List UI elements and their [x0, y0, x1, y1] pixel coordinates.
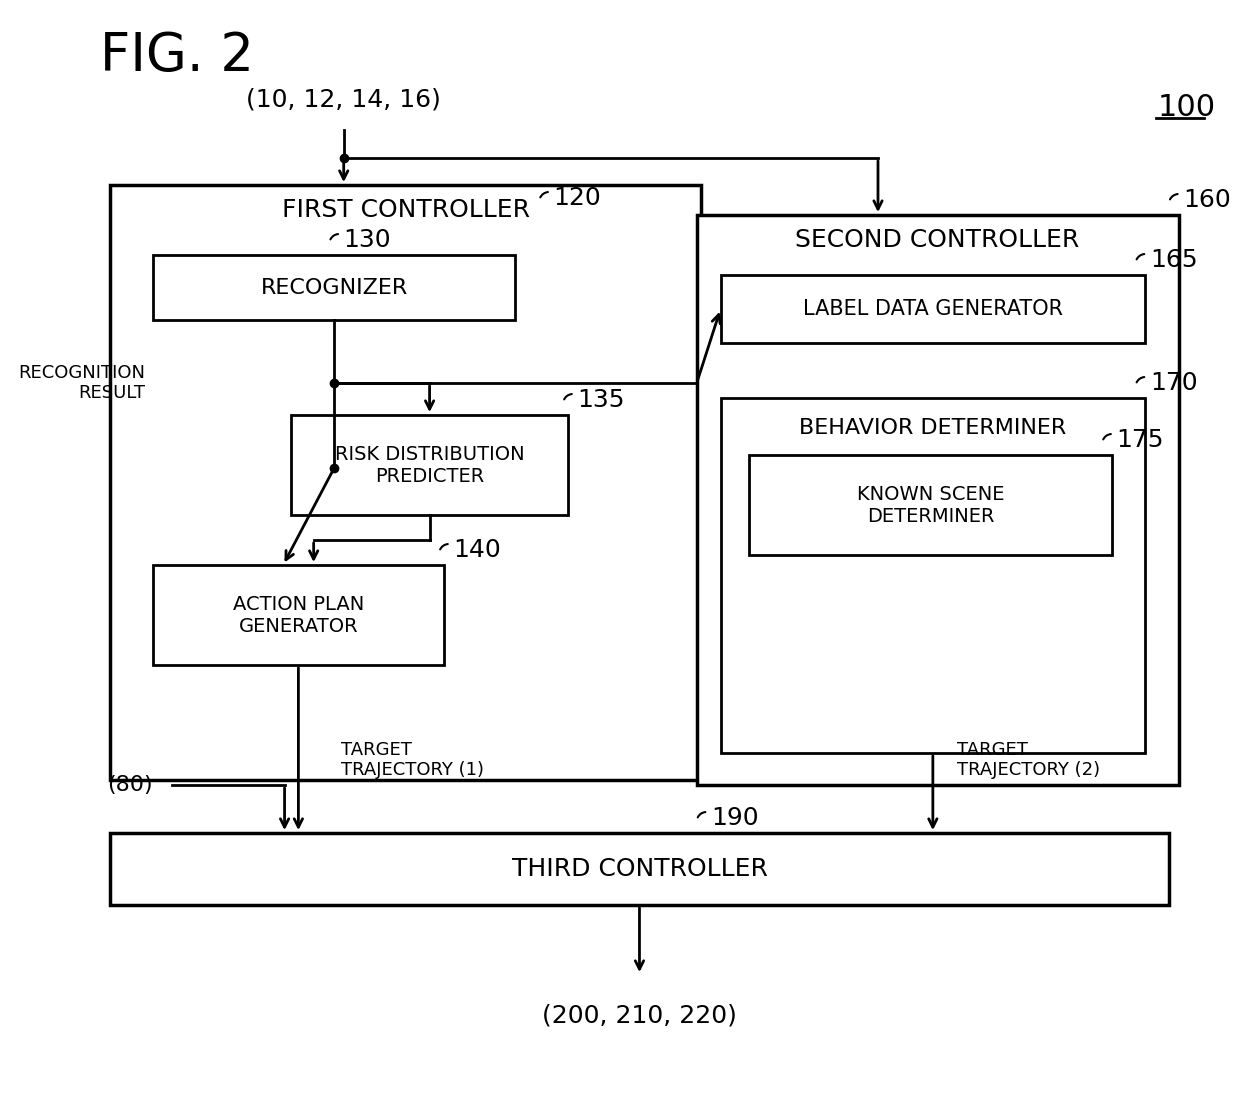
Text: 135: 135 [578, 388, 625, 412]
Text: BEHAVIOR DETERMINER: BEHAVIOR DETERMINER [800, 418, 1066, 438]
Text: TARGET
TRAJECTORY (1): TARGET TRAJECTORY (1) [341, 740, 485, 779]
Text: 175: 175 [1116, 428, 1164, 452]
Text: ACTION PLAN
GENERATOR: ACTION PLAN GENERATOR [233, 595, 365, 635]
Text: 170: 170 [1149, 371, 1198, 395]
FancyBboxPatch shape [720, 275, 1145, 343]
Text: RECOGNIZER: RECOGNIZER [260, 278, 408, 297]
Text: RISK DISTRIBUTION
PREDICTER: RISK DISTRIBUTION PREDICTER [335, 444, 525, 486]
FancyBboxPatch shape [720, 398, 1145, 753]
FancyBboxPatch shape [153, 255, 516, 320]
Text: (10, 12, 14, 16): (10, 12, 14, 16) [247, 88, 441, 112]
Text: 190: 190 [711, 806, 759, 830]
Text: 140: 140 [454, 538, 501, 562]
FancyBboxPatch shape [153, 565, 444, 665]
FancyBboxPatch shape [291, 415, 568, 514]
Text: 160: 160 [1183, 188, 1231, 212]
Text: 100: 100 [1157, 93, 1215, 123]
Text: 120: 120 [553, 186, 601, 210]
FancyBboxPatch shape [697, 215, 1178, 785]
FancyBboxPatch shape [749, 455, 1112, 555]
Text: RECOGNITION
RESULT: RECOGNITION RESULT [19, 363, 145, 403]
Text: TARGET
TRAJECTORY (2): TARGET TRAJECTORY (2) [957, 740, 1100, 779]
FancyBboxPatch shape [110, 185, 702, 780]
FancyBboxPatch shape [110, 833, 1169, 905]
Text: FIRST CONTROLLER: FIRST CONTROLLER [281, 197, 529, 222]
Text: 165: 165 [1149, 248, 1198, 272]
Text: (80): (80) [107, 774, 153, 795]
Text: THIRD CONTROLLER: THIRD CONTROLLER [512, 857, 768, 881]
Text: LABEL DATA GENERATOR: LABEL DATA GENERATOR [802, 299, 1063, 319]
Text: (200, 210, 220): (200, 210, 220) [542, 1003, 737, 1027]
Text: 130: 130 [343, 228, 392, 252]
Text: SECOND CONTROLLER: SECOND CONTROLLER [796, 228, 1080, 252]
Text: FIG. 2: FIG. 2 [100, 30, 254, 82]
Text: KNOWN SCENE
DETERMINER: KNOWN SCENE DETERMINER [857, 485, 1004, 525]
